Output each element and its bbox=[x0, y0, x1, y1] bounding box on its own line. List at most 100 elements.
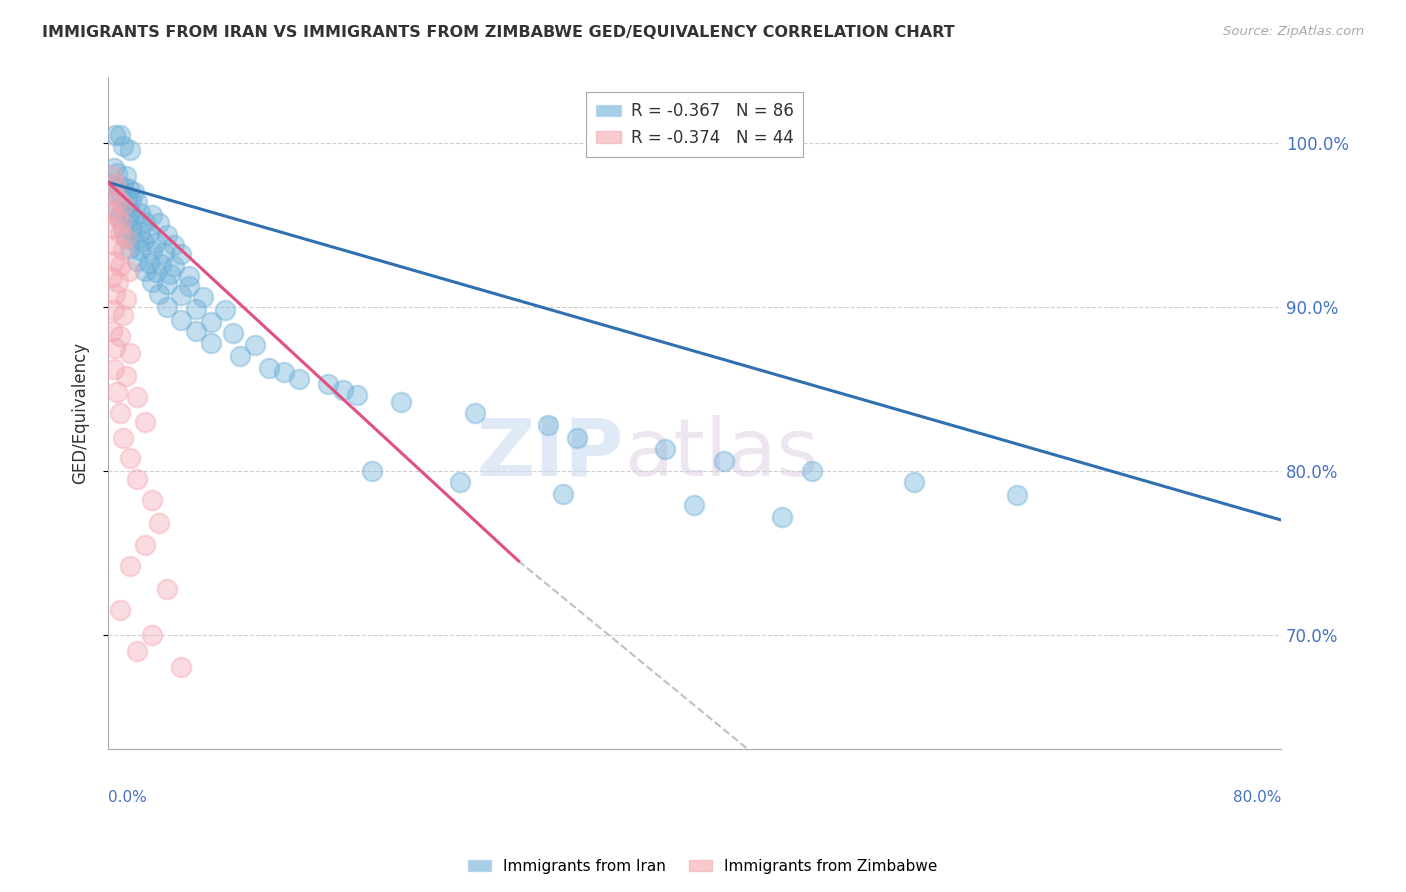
Point bbox=[145, 265, 167, 279]
Point bbox=[115, 211, 138, 226]
Point bbox=[104, 341, 127, 355]
Point bbox=[273, 366, 295, 380]
Point bbox=[156, 277, 179, 291]
Point bbox=[111, 221, 134, 235]
Point bbox=[654, 442, 676, 457]
Point bbox=[159, 267, 181, 281]
Point bbox=[114, 169, 136, 183]
Point bbox=[127, 644, 149, 658]
Point bbox=[105, 210, 128, 224]
Point bbox=[105, 202, 128, 216]
Point bbox=[104, 188, 127, 202]
Point bbox=[127, 254, 149, 268]
Point bbox=[127, 390, 149, 404]
Point bbox=[170, 247, 193, 261]
Point bbox=[103, 188, 125, 202]
Point bbox=[104, 286, 127, 301]
Point bbox=[108, 226, 131, 240]
Point bbox=[118, 450, 141, 465]
Point bbox=[104, 237, 127, 252]
Point bbox=[118, 204, 141, 219]
Point bbox=[259, 360, 281, 375]
Point bbox=[287, 372, 309, 386]
Point bbox=[148, 216, 170, 230]
Point bbox=[148, 516, 170, 531]
Point bbox=[114, 292, 136, 306]
Point bbox=[156, 227, 179, 242]
Point bbox=[104, 128, 127, 142]
Point bbox=[103, 362, 125, 376]
Point bbox=[111, 308, 134, 322]
Point bbox=[163, 237, 186, 252]
Point bbox=[105, 165, 128, 179]
Point bbox=[316, 376, 339, 391]
Point bbox=[114, 231, 136, 245]
Point bbox=[134, 215, 156, 229]
Point bbox=[129, 243, 152, 257]
Point bbox=[129, 206, 152, 220]
Point bbox=[184, 325, 207, 339]
Point bbox=[110, 190, 132, 204]
Point bbox=[108, 329, 131, 343]
Point bbox=[221, 326, 243, 340]
Point bbox=[118, 143, 141, 157]
Point bbox=[1005, 488, 1028, 502]
Point bbox=[103, 161, 125, 175]
Point bbox=[110, 215, 132, 229]
Point bbox=[134, 264, 156, 278]
Point bbox=[134, 415, 156, 429]
Point bbox=[170, 313, 193, 327]
Point bbox=[108, 128, 131, 142]
Point bbox=[105, 385, 128, 400]
Text: 0.0%: 0.0% bbox=[108, 789, 146, 805]
Point bbox=[567, 431, 589, 445]
Point bbox=[114, 231, 136, 245]
Point bbox=[683, 498, 706, 512]
Point bbox=[713, 454, 735, 468]
Point bbox=[114, 368, 136, 383]
Point bbox=[200, 335, 222, 350]
Point bbox=[108, 259, 131, 273]
Point bbox=[177, 278, 200, 293]
Point bbox=[156, 300, 179, 314]
Point bbox=[214, 303, 236, 318]
Point bbox=[101, 325, 124, 339]
Text: atlas: atlas bbox=[624, 415, 818, 492]
Point bbox=[127, 194, 149, 209]
Point bbox=[118, 558, 141, 573]
Point bbox=[107, 194, 129, 208]
Y-axis label: GED/Equivalency: GED/Equivalency bbox=[72, 343, 89, 484]
Point bbox=[101, 177, 124, 191]
Point bbox=[117, 182, 139, 196]
Point bbox=[111, 180, 134, 194]
Point bbox=[143, 235, 166, 250]
Point bbox=[389, 395, 412, 409]
Point bbox=[111, 198, 134, 212]
Point bbox=[184, 301, 207, 316]
Point bbox=[193, 290, 215, 304]
Text: 80.0%: 80.0% bbox=[1233, 789, 1281, 805]
Point bbox=[148, 286, 170, 301]
Point bbox=[111, 243, 134, 257]
Point bbox=[141, 244, 163, 259]
Point bbox=[138, 226, 160, 240]
Point bbox=[464, 406, 486, 420]
Point bbox=[229, 349, 252, 363]
Point bbox=[800, 464, 823, 478]
Point bbox=[107, 178, 129, 193]
Legend: R = -0.367   N = 86, R = -0.374   N = 44: R = -0.367 N = 86, R = -0.374 N = 44 bbox=[585, 93, 803, 157]
Point bbox=[156, 582, 179, 596]
Point bbox=[104, 177, 127, 191]
Point bbox=[132, 235, 155, 249]
Point bbox=[152, 245, 174, 260]
Point bbox=[118, 241, 141, 255]
Legend: Immigrants from Iran, Immigrants from Zimbabwe: Immigrants from Iran, Immigrants from Zi… bbox=[463, 853, 943, 880]
Point bbox=[108, 406, 131, 420]
Point bbox=[772, 509, 794, 524]
Point bbox=[537, 417, 560, 432]
Point bbox=[170, 288, 193, 302]
Point bbox=[129, 225, 152, 239]
Point bbox=[170, 660, 193, 674]
Point bbox=[332, 384, 354, 398]
Point bbox=[111, 431, 134, 445]
